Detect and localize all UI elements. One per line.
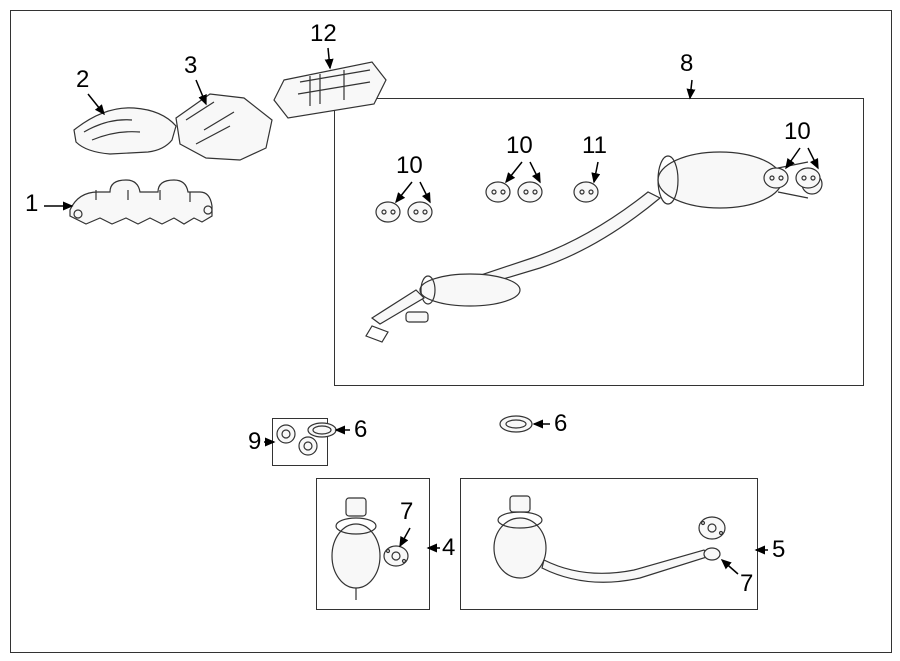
manifold-heat-shield bbox=[74, 108, 176, 154]
exhaust-flange bbox=[699, 517, 725, 539]
exhaust-flange bbox=[384, 546, 408, 566]
callout-10a: 10 bbox=[396, 152, 423, 180]
callout-8: 8 bbox=[680, 50, 693, 78]
callout-4: 4 bbox=[442, 534, 455, 562]
exhaust-flange-gasket bbox=[308, 416, 532, 437]
exhaust-system-diagram: 1 2 3 4 5 6 6 7 7 8 9 10 10 10 11 12 bbox=[0, 0, 900, 661]
catalytic-converter-rear-with-pipe bbox=[494, 496, 720, 582]
callout-11: 11 bbox=[582, 132, 607, 160]
callout-2: 2 bbox=[76, 66, 89, 94]
callout-7a: 7 bbox=[400, 498, 413, 526]
manifold-upper-shield bbox=[176, 94, 272, 160]
floor-heat-shield bbox=[274, 62, 386, 118]
exhaust-manifold bbox=[70, 180, 212, 224]
exhaust-hanger-bracket bbox=[574, 182, 598, 202]
callout-10b: 10 bbox=[506, 132, 533, 160]
callout-6a: 6 bbox=[354, 416, 367, 444]
callout-9: 9 bbox=[248, 428, 261, 456]
catalytic-converter-front bbox=[332, 498, 380, 600]
callout-3: 3 bbox=[184, 52, 197, 80]
callout-6b: 6 bbox=[554, 410, 567, 438]
callout-5: 5 bbox=[772, 536, 785, 564]
callout-1: 1 bbox=[25, 190, 38, 218]
callout-10c: 10 bbox=[784, 118, 811, 146]
callout-12: 12 bbox=[310, 20, 337, 48]
callout-7b: 7 bbox=[740, 570, 753, 598]
